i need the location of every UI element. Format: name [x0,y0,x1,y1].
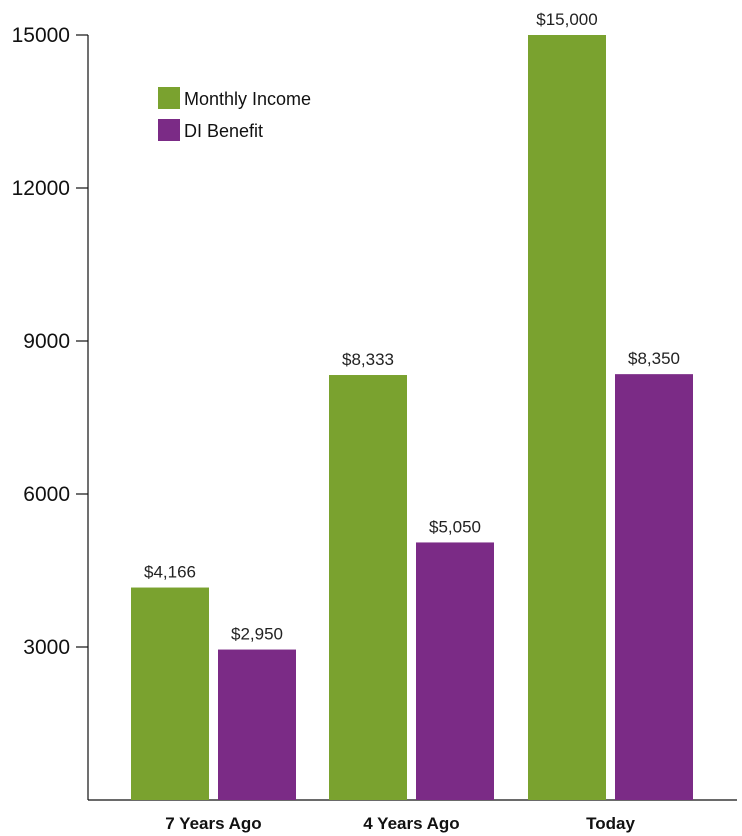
y-tick-label: 12000 [12,177,70,200]
bar-monthly-income [329,375,407,800]
legend: Monthly Income DI Benefit [158,87,311,141]
bar-value-label: $8,333 [342,350,394,369]
legend-swatch [158,119,180,141]
bar-di-benefit [218,649,296,800]
y-tick-label: 6000 [23,483,70,506]
bar-di-benefit [615,374,693,800]
y-tick-label: 9000 [23,330,70,353]
bar-value-label: $15,000 [536,10,597,29]
bar-monthly-income [131,587,209,800]
bar-di-benefit [416,542,494,800]
bars [131,35,693,800]
data-labels: $4,166 $2,950 7 Years Ago $8,333 $5,050 4 Yea… [144,10,680,833]
legend-swatch [158,87,180,109]
bar-value-label: $8,350 [628,349,680,368]
bar-value-label: $5,050 [429,517,481,536]
x-category-label: 7 Years Ago [165,814,261,833]
legend-label: Monthly Income [184,89,311,109]
legend-label: DI Benefit [184,121,263,141]
bar-monthly-income [528,35,606,800]
y-tick-label: 15000 [12,24,70,47]
x-category-label: Today [586,814,635,833]
bar-value-label: $2,950 [231,625,283,644]
bar-value-label: $4,166 [144,563,196,582]
y-tick-label: 3000 [23,636,70,659]
x-category-label: 4 Years Ago [363,814,459,833]
